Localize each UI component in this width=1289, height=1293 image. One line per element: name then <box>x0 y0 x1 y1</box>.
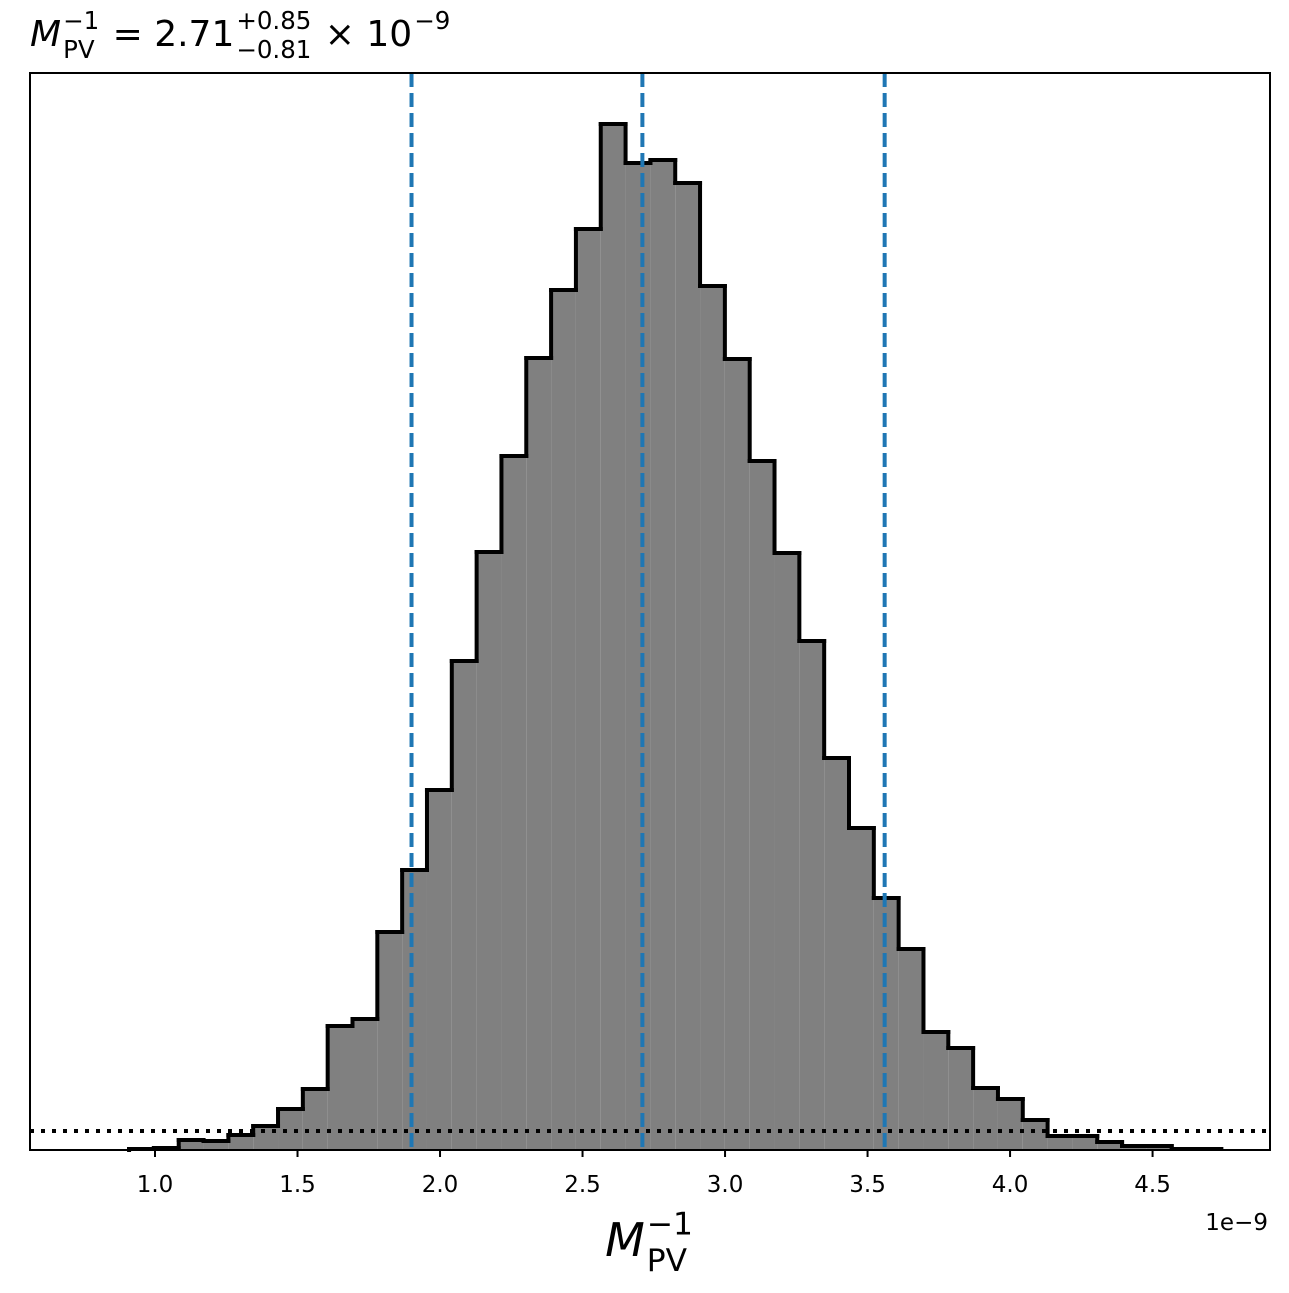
bar <box>278 1109 303 1150</box>
x-axis-label-text: M <box>605 1213 645 1267</box>
bar <box>426 790 452 1150</box>
x-axis-label-sup: −1 <box>647 1206 693 1242</box>
bar <box>1097 1142 1123 1150</box>
bar <box>997 1099 1023 1150</box>
bar <box>1072 1136 1098 1150</box>
bar <box>501 456 527 1150</box>
bar <box>749 461 775 1150</box>
plot-frame <box>29 72 1271 1151</box>
bar <box>551 290 576 1150</box>
bar <box>1022 1120 1048 1150</box>
x-tick-label: 4.5 <box>1134 1172 1171 1198</box>
x-tick-label: 1.5 <box>279 1172 316 1198</box>
x-tick-label: 4.0 <box>992 1172 1029 1198</box>
chart-title-sub: −0.81 <box>236 35 311 64</box>
chart-title-text: = 2.71 <box>101 14 234 55</box>
chart-title-sub: PV <box>63 35 95 64</box>
bar <box>178 1140 204 1150</box>
bar <box>650 160 676 1150</box>
bar <box>228 1135 254 1150</box>
x-offset-label: 1e−9 <box>1205 1210 1268 1236</box>
bar <box>774 553 800 1150</box>
bar <box>848 828 874 1150</box>
chart-title-sup: +0.85 <box>236 6 311 35</box>
bar <box>948 1048 974 1150</box>
bar <box>724 359 750 1150</box>
chart-title-text: × 10 <box>313 14 412 55</box>
bar <box>675 183 701 1150</box>
bar <box>203 1141 229 1150</box>
bar <box>625 163 651 1150</box>
x-tick-label: 3.0 <box>707 1172 744 1198</box>
bar <box>352 1019 378 1150</box>
bar <box>799 641 825 1150</box>
bar <box>377 932 403 1150</box>
bar <box>526 358 552 1150</box>
chart-title-sup: −1 <box>63 6 99 35</box>
bar <box>1047 1136 1073 1150</box>
bar <box>476 552 502 1150</box>
x-axis-label: M −1PV <box>605 1206 693 1279</box>
bar <box>402 870 427 1150</box>
bar <box>302 1089 328 1150</box>
bar <box>973 1088 998 1150</box>
x-tick-label: 3.5 <box>849 1172 886 1198</box>
bar <box>824 758 849 1150</box>
chart-title-sup: −9 <box>414 6 450 35</box>
bar <box>575 229 601 1150</box>
chart-title-text: M <box>30 14 61 55</box>
bar <box>600 124 626 1150</box>
chart-title: M −1PV = 2.71 +0.85−0.81 × 10 −9 <box>30 6 450 64</box>
x-tick-label: 1.0 <box>137 1172 174 1198</box>
bar <box>700 286 725 1150</box>
x-tick-label: 2.5 <box>564 1172 601 1198</box>
bar <box>451 661 477 1150</box>
x-axis-label-sub: PV <box>647 1243 688 1279</box>
bar <box>898 949 924 1150</box>
x-tick-label: 2.0 <box>422 1172 459 1198</box>
